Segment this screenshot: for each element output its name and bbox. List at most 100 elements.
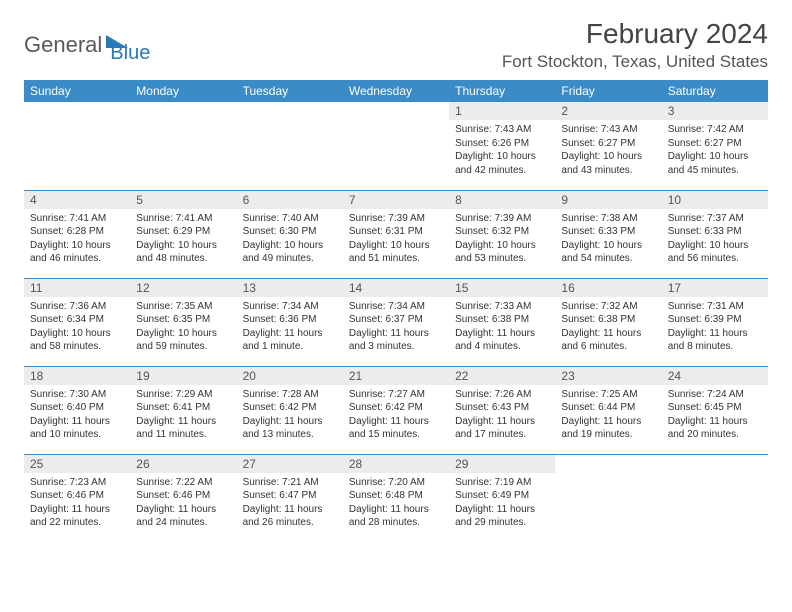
calendar-cell: 28Sunrise: 7:20 AMSunset: 6:48 PMDayligh… xyxy=(343,454,449,542)
calendar-cell: 9Sunrise: 7:38 AMSunset: 6:33 PMDaylight… xyxy=(555,190,661,278)
calendar-cell: 19Sunrise: 7:29 AMSunset: 6:41 PMDayligh… xyxy=(130,366,236,454)
calendar-cell: 12Sunrise: 7:35 AMSunset: 6:35 PMDayligh… xyxy=(130,278,236,366)
title-block: February 2024 Fort Stockton, Texas, Unit… xyxy=(502,18,768,72)
day-number: 27 xyxy=(237,455,343,473)
day-header: Thursday xyxy=(449,80,555,102)
calendar-cell: 17Sunrise: 7:31 AMSunset: 6:39 PMDayligh… xyxy=(662,278,768,366)
day-header: Monday xyxy=(130,80,236,102)
day-details: Sunrise: 7:43 AMSunset: 6:27 PMDaylight:… xyxy=(555,120,661,181)
calendar-head: SundayMondayTuesdayWednesdayThursdayFrid… xyxy=(24,80,768,102)
calendar-cell: 10Sunrise: 7:37 AMSunset: 6:33 PMDayligh… xyxy=(662,190,768,278)
day-details: Sunrise: 7:20 AMSunset: 6:48 PMDaylight:… xyxy=(343,473,449,534)
day-number xyxy=(343,102,449,120)
day-details: Sunrise: 7:34 AMSunset: 6:37 PMDaylight:… xyxy=(343,297,449,358)
calendar-week: 25Sunrise: 7:23 AMSunset: 6:46 PMDayligh… xyxy=(24,454,768,542)
day-number: 13 xyxy=(237,279,343,297)
calendar-cell xyxy=(555,454,661,542)
calendar-cell: 16Sunrise: 7:32 AMSunset: 6:38 PMDayligh… xyxy=(555,278,661,366)
day-header: Sunday xyxy=(24,80,130,102)
calendar-cell: 7Sunrise: 7:39 AMSunset: 6:31 PMDaylight… xyxy=(343,190,449,278)
calendar-week: 1Sunrise: 7:43 AMSunset: 6:26 PMDaylight… xyxy=(24,102,768,190)
day-number: 25 xyxy=(24,455,130,473)
location: Fort Stockton, Texas, United States xyxy=(502,52,768,72)
calendar-cell: 25Sunrise: 7:23 AMSunset: 6:46 PMDayligh… xyxy=(24,454,130,542)
day-header: Tuesday xyxy=(237,80,343,102)
day-number: 18 xyxy=(24,367,130,385)
day-number: 12 xyxy=(130,279,236,297)
calendar-cell: 8Sunrise: 7:39 AMSunset: 6:32 PMDaylight… xyxy=(449,190,555,278)
day-number: 4 xyxy=(24,191,130,209)
day-header: Wednesday xyxy=(343,80,449,102)
day-details: Sunrise: 7:34 AMSunset: 6:36 PMDaylight:… xyxy=(237,297,343,358)
day-details: Sunrise: 7:26 AMSunset: 6:43 PMDaylight:… xyxy=(449,385,555,446)
day-number: 11 xyxy=(24,279,130,297)
day-number: 26 xyxy=(130,455,236,473)
day-number xyxy=(24,102,130,120)
calendar-cell xyxy=(130,102,236,190)
day-number: 23 xyxy=(555,367,661,385)
day-details: Sunrise: 7:38 AMSunset: 6:33 PMDaylight:… xyxy=(555,209,661,270)
calendar-cell: 4Sunrise: 7:41 AMSunset: 6:28 PMDaylight… xyxy=(24,190,130,278)
calendar-cell xyxy=(343,102,449,190)
day-number xyxy=(555,455,661,473)
day-number: 7 xyxy=(343,191,449,209)
calendar-cell: 18Sunrise: 7:30 AMSunset: 6:40 PMDayligh… xyxy=(24,366,130,454)
day-details: Sunrise: 7:32 AMSunset: 6:38 PMDaylight:… xyxy=(555,297,661,358)
day-number: 8 xyxy=(449,191,555,209)
header: General Blue February 2024 Fort Stockton… xyxy=(24,18,768,72)
day-number: 5 xyxy=(130,191,236,209)
month-title: February 2024 xyxy=(502,18,768,50)
day-details: Sunrise: 7:30 AMSunset: 6:40 PMDaylight:… xyxy=(24,385,130,446)
day-details: Sunrise: 7:28 AMSunset: 6:42 PMDaylight:… xyxy=(237,385,343,446)
day-details: Sunrise: 7:35 AMSunset: 6:35 PMDaylight:… xyxy=(130,297,236,358)
calendar-cell: 13Sunrise: 7:34 AMSunset: 6:36 PMDayligh… xyxy=(237,278,343,366)
calendar-cell: 11Sunrise: 7:36 AMSunset: 6:34 PMDayligh… xyxy=(24,278,130,366)
day-details: Sunrise: 7:21 AMSunset: 6:47 PMDaylight:… xyxy=(237,473,343,534)
logo-text-general: General xyxy=(24,32,102,58)
day-details: Sunrise: 7:41 AMSunset: 6:28 PMDaylight:… xyxy=(24,209,130,270)
calendar-cell xyxy=(24,102,130,190)
day-number: 9 xyxy=(555,191,661,209)
day-number xyxy=(130,102,236,120)
day-number: 1 xyxy=(449,102,555,120)
day-number: 17 xyxy=(662,279,768,297)
day-details: Sunrise: 7:36 AMSunset: 6:34 PMDaylight:… xyxy=(24,297,130,358)
calendar-cell: 24Sunrise: 7:24 AMSunset: 6:45 PMDayligh… xyxy=(662,366,768,454)
calendar-table: SundayMondayTuesdayWednesdayThursdayFrid… xyxy=(24,80,768,542)
day-header: Saturday xyxy=(662,80,768,102)
logo: General Blue xyxy=(24,24,150,65)
calendar-week: 11Sunrise: 7:36 AMSunset: 6:34 PMDayligh… xyxy=(24,278,768,366)
calendar-cell: 23Sunrise: 7:25 AMSunset: 6:44 PMDayligh… xyxy=(555,366,661,454)
calendar-cell: 14Sunrise: 7:34 AMSunset: 6:37 PMDayligh… xyxy=(343,278,449,366)
day-details: Sunrise: 7:43 AMSunset: 6:26 PMDaylight:… xyxy=(449,120,555,181)
calendar-cell: 6Sunrise: 7:40 AMSunset: 6:30 PMDaylight… xyxy=(237,190,343,278)
day-number: 20 xyxy=(237,367,343,385)
day-number: 14 xyxy=(343,279,449,297)
calendar-cell xyxy=(237,102,343,190)
calendar-cell: 2Sunrise: 7:43 AMSunset: 6:27 PMDaylight… xyxy=(555,102,661,190)
day-number: 10 xyxy=(662,191,768,209)
day-number: 15 xyxy=(449,279,555,297)
day-details: Sunrise: 7:23 AMSunset: 6:46 PMDaylight:… xyxy=(24,473,130,534)
day-details: Sunrise: 7:24 AMSunset: 6:45 PMDaylight:… xyxy=(662,385,768,446)
day-details: Sunrise: 7:19 AMSunset: 6:49 PMDaylight:… xyxy=(449,473,555,534)
calendar-week: 4Sunrise: 7:41 AMSunset: 6:28 PMDaylight… xyxy=(24,190,768,278)
day-number: 16 xyxy=(555,279,661,297)
calendar-cell: 29Sunrise: 7:19 AMSunset: 6:49 PMDayligh… xyxy=(449,454,555,542)
day-number: 29 xyxy=(449,455,555,473)
day-header: Friday xyxy=(555,80,661,102)
day-details: Sunrise: 7:25 AMSunset: 6:44 PMDaylight:… xyxy=(555,385,661,446)
calendar-cell: 27Sunrise: 7:21 AMSunset: 6:47 PMDayligh… xyxy=(237,454,343,542)
calendar-week: 18Sunrise: 7:30 AMSunset: 6:40 PMDayligh… xyxy=(24,366,768,454)
day-details: Sunrise: 7:33 AMSunset: 6:38 PMDaylight:… xyxy=(449,297,555,358)
day-number: 21 xyxy=(343,367,449,385)
day-number: 28 xyxy=(343,455,449,473)
calendar-cell: 3Sunrise: 7:42 AMSunset: 6:27 PMDaylight… xyxy=(662,102,768,190)
calendar-cell: 22Sunrise: 7:26 AMSunset: 6:43 PMDayligh… xyxy=(449,366,555,454)
day-details: Sunrise: 7:39 AMSunset: 6:31 PMDaylight:… xyxy=(343,209,449,270)
calendar-body: 1Sunrise: 7:43 AMSunset: 6:26 PMDaylight… xyxy=(24,102,768,542)
calendar-cell: 20Sunrise: 7:28 AMSunset: 6:42 PMDayligh… xyxy=(237,366,343,454)
day-number: 6 xyxy=(237,191,343,209)
calendar-cell: 1Sunrise: 7:43 AMSunset: 6:26 PMDaylight… xyxy=(449,102,555,190)
day-details: Sunrise: 7:41 AMSunset: 6:29 PMDaylight:… xyxy=(130,209,236,270)
